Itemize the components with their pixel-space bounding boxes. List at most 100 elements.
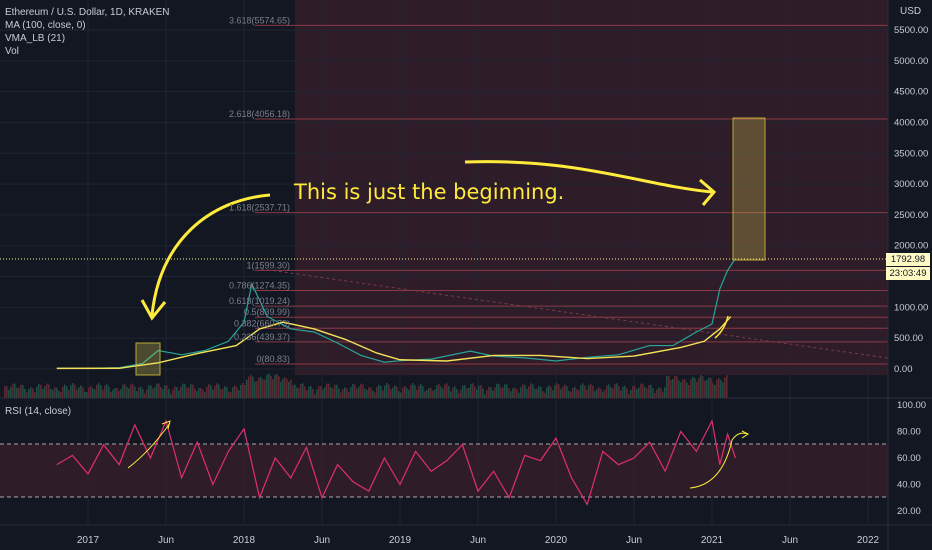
volume-bar [36,386,38,398]
volume-bar [306,390,308,398]
countdown-tag: 23:03:49 [886,267,930,280]
volume-bar [244,384,246,398]
volume-bar [712,382,714,398]
price-tick-label: 3500.00 [894,148,928,159]
volume-bar [144,393,146,398]
volume-bar [96,384,98,398]
volume-bar [562,386,564,398]
volume-bar [540,386,542,398]
volume-bar [678,380,680,398]
volume-bar [72,383,74,398]
volume-bar [406,388,408,398]
volume-bar [434,389,436,398]
volume-bar [166,385,168,398]
volume-bar [230,392,232,398]
volume-bar [150,385,152,398]
volume-bar [698,377,700,398]
volume-bar [604,389,606,398]
volume-bar [110,391,112,398]
volume-bar [364,388,366,398]
volume-bar [378,384,380,398]
rsi-axis[interactable]: 100.00 80.00 60.00 40.00 20.00 [897,400,926,517]
annotation-text[interactable]: This is just the beginning. [294,180,565,204]
volume-bar [142,389,144,398]
currency-label: USD [900,6,922,17]
vma-legend[interactable]: VMA_LB (21) [5,33,66,44]
arrow-to-2017[interactable] [150,193,271,316]
volume-bar [534,388,536,398]
volume-bar [726,375,728,398]
volume-bar [644,386,646,398]
volume-bar [396,386,398,398]
price-tick-label: 2000.00 [894,241,928,252]
volume-bar [554,385,556,398]
volume-bar [374,392,376,398]
arrow-to-2021[interactable] [464,160,713,194]
volume-bar [528,386,530,398]
volume-bar [154,387,156,398]
volume-bar [322,389,324,398]
volume-bar [286,378,288,398]
rsi-tick-label: 60.00 [897,453,921,464]
volume-bar [708,377,710,398]
volume-bar [702,376,704,398]
volume-bar [512,388,514,398]
volume-bar [466,388,468,398]
volume-bar [256,381,258,398]
volume-bar [94,389,96,398]
price-tick-label: 0.00 [894,364,913,375]
volume-bar [484,394,486,398]
target-box-2021[interactable] [732,117,766,261]
volume-bar [206,386,208,398]
volume-bar [160,386,162,398]
volume-bar [124,383,126,398]
volume-bar [48,384,50,398]
volume-bar [656,389,658,398]
time-tick-label: 2020 [545,535,568,546]
volume-bar [312,388,314,398]
volume-bar [264,379,266,398]
volume-bar [298,388,300,398]
rsi-title[interactable]: RSI (14, close) [5,406,72,417]
volume-bar [226,387,228,398]
volume-bar [282,378,284,398]
price-tick-label: 500.00 [894,333,923,344]
price-axis[interactable]: 5500.00 5000.00 4500.00 4000.00 3500.00 3000.… [894,25,928,375]
volume-bar [28,389,30,398]
volume-bar [180,386,182,398]
volume-bar [224,386,226,398]
fib-labels: 3.618(5574.65) 2.618(4056.18) 1.618(2537.7… [229,15,290,364]
volume-bar [720,379,722,398]
volume-bar [330,387,332,398]
volume-bar [646,388,648,398]
accumulation-box-2017[interactable] [135,342,161,376]
volume-bar [714,385,716,398]
volume-bar [556,383,558,398]
time-tick-label: 2021 [701,535,724,546]
volume-bar [42,388,44,398]
volume-bar [420,384,422,398]
arrow-head-left [140,299,167,321]
volume-bar [346,388,348,398]
volume-bar [318,386,320,398]
volume-bar [112,389,114,398]
volume-bar [460,389,462,398]
volume-bar [592,385,594,398]
volume-bar [130,384,132,398]
symbol-title[interactable]: Ethereum / U.S. Dollar, 1D, KRAKEN [5,7,170,18]
volume-bar [134,386,136,398]
volume-bar [418,385,420,398]
time-axis[interactable]: 2017 Jun 2018 Jun 2019 Jun 2020 Jun 2021 Jun 2022 [77,535,880,546]
volume-bar [684,379,686,398]
volume-bar [356,388,358,398]
volume-bar [400,392,402,398]
ma-legend[interactable]: MA (100, close, 0) [5,20,86,31]
volume-bar [580,385,582,398]
volume-bar [248,376,250,398]
volume-bar [172,389,174,398]
vol-legend[interactable]: Vol [5,46,19,57]
volume-bar [30,387,32,398]
volume-bar [44,386,46,398]
volume-bar [718,378,720,398]
